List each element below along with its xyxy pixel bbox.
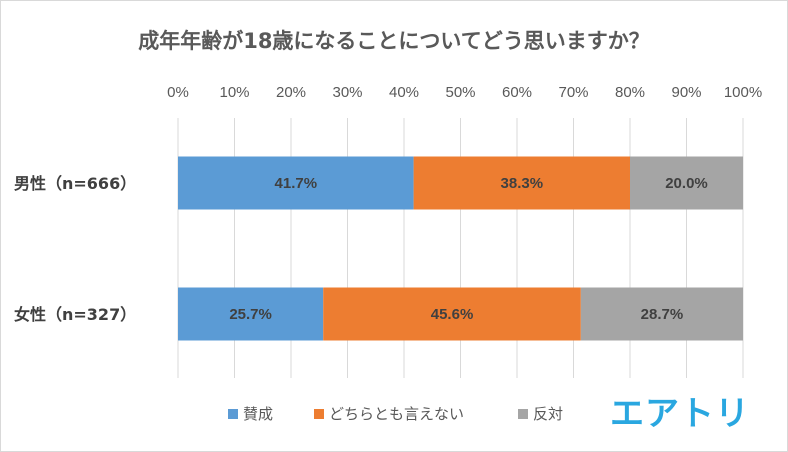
bar-segment	[178, 287, 324, 341]
bar-segment	[323, 287, 581, 341]
chart-title: 成年年齢が18歳になることについてどう思いますか？	[138, 29, 650, 53]
data-label: 20.0%	[665, 175, 708, 192]
logo: エアトリ	[610, 394, 750, 434]
legend-entry: どちらとも言えない	[329, 405, 464, 423]
data-label: 38.3%	[501, 175, 544, 192]
x-tick-label: 40%	[389, 84, 419, 101]
x-tick-label: 50%	[445, 84, 475, 101]
x-tick-label: 80%	[615, 84, 645, 101]
bar-segment	[413, 156, 630, 210]
data-label: 28.7%	[641, 306, 684, 323]
legend-swatch	[228, 409, 238, 419]
legend: 賛成 どちらとも言えない 反対	[228, 405, 563, 423]
x-tick-label: 30%	[332, 84, 362, 101]
data-label: 41.7%	[275, 175, 318, 192]
x-tick-label: 0%	[167, 84, 189, 101]
x-tick-label: 70%	[558, 84, 588, 101]
data-label: 25.7%	[229, 306, 272, 323]
bar-segment	[178, 156, 414, 210]
x-tick-label: 10%	[219, 84, 249, 101]
category-label: 女性（n=327）	[14, 305, 136, 324]
category-labels: 男性（n=666） 女性（n=327）	[14, 174, 136, 324]
x-tick-label: 100%	[724, 84, 762, 101]
x-axis-tick-labels: 0% 10% 20% 30% 40% 50% 60% 70% 80% 90% 100%	[167, 84, 762, 101]
bars: 41.7% 38.3% 20.0% 25.7% 45.6% 28.7%	[178, 156, 743, 341]
x-tick-label: 60%	[502, 84, 532, 101]
legend-entry: 反対	[533, 405, 563, 423]
bar-segment	[630, 156, 743, 210]
x-tick-label: 20%	[276, 84, 306, 101]
legend-swatch	[518, 409, 528, 419]
category-label: 男性（n=666）	[14, 174, 136, 193]
x-tick-label: 90%	[671, 84, 701, 101]
data-label: 45.6%	[431, 306, 474, 323]
legend-swatch	[314, 409, 324, 419]
bar-segment	[580, 287, 743, 341]
legend-entry: 賛成	[243, 405, 273, 423]
